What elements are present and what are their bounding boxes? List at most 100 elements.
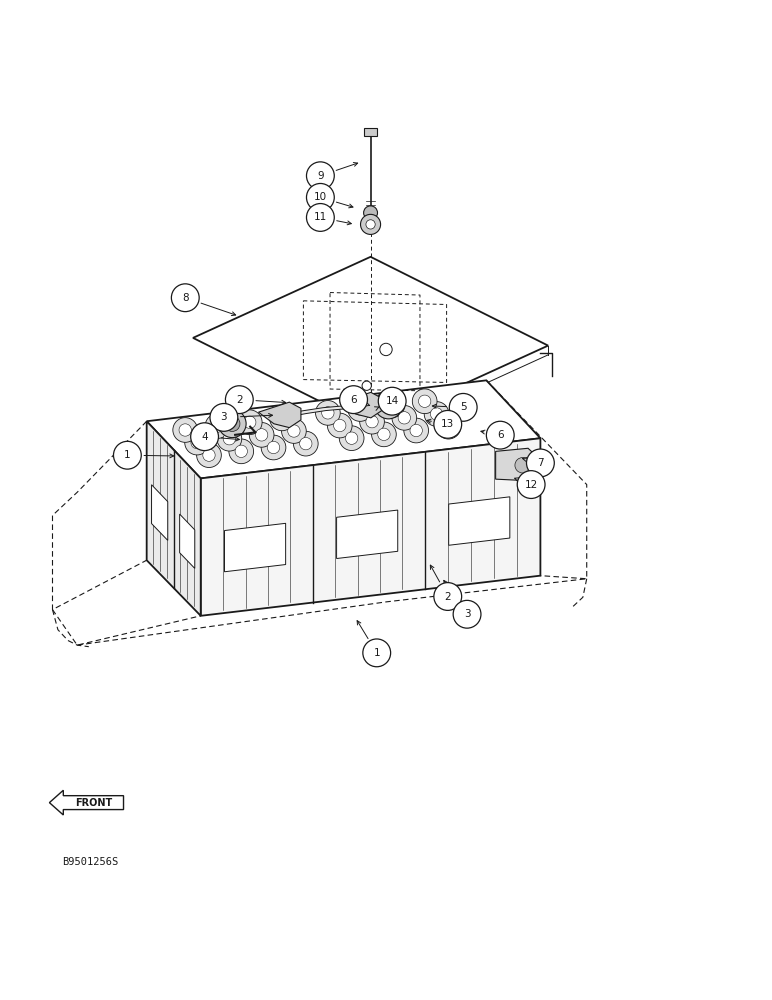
- Circle shape: [306, 162, 334, 190]
- Text: 3: 3: [221, 412, 227, 422]
- Circle shape: [434, 410, 462, 438]
- Circle shape: [322, 407, 334, 419]
- Circle shape: [316, 401, 340, 425]
- Circle shape: [362, 381, 371, 390]
- Circle shape: [225, 416, 240, 431]
- Circle shape: [210, 404, 238, 431]
- Circle shape: [515, 458, 530, 473]
- Text: 10: 10: [313, 192, 327, 202]
- Circle shape: [203, 449, 215, 461]
- Circle shape: [517, 471, 545, 498]
- Circle shape: [293, 431, 318, 456]
- Circle shape: [527, 449, 554, 477]
- Circle shape: [381, 397, 396, 413]
- Polygon shape: [193, 257, 548, 427]
- Circle shape: [173, 418, 198, 442]
- Circle shape: [354, 403, 367, 415]
- Circle shape: [486, 421, 514, 449]
- Circle shape: [235, 445, 247, 457]
- Polygon shape: [259, 402, 301, 428]
- Circle shape: [244, 416, 256, 428]
- Circle shape: [300, 437, 312, 450]
- Circle shape: [191, 423, 218, 451]
- Text: 7: 7: [537, 458, 543, 468]
- Polygon shape: [201, 438, 540, 616]
- Circle shape: [449, 393, 477, 421]
- Circle shape: [205, 414, 230, 438]
- Polygon shape: [449, 497, 510, 545]
- Polygon shape: [180, 514, 195, 568]
- Text: 12: 12: [524, 480, 538, 490]
- Circle shape: [179, 424, 191, 436]
- Text: 13: 13: [441, 419, 455, 429]
- Circle shape: [404, 418, 428, 443]
- Circle shape: [197, 443, 222, 468]
- Circle shape: [191, 436, 203, 449]
- Text: 14: 14: [385, 396, 399, 406]
- Polygon shape: [147, 421, 201, 616]
- Text: 3: 3: [464, 609, 470, 619]
- Polygon shape: [147, 380, 540, 478]
- Circle shape: [453, 600, 481, 628]
- Circle shape: [366, 415, 378, 428]
- Circle shape: [113, 441, 141, 469]
- Text: 9: 9: [317, 171, 323, 181]
- Circle shape: [269, 406, 294, 431]
- Circle shape: [434, 583, 462, 610]
- Circle shape: [237, 410, 262, 435]
- Polygon shape: [49, 790, 124, 815]
- Circle shape: [410, 424, 422, 437]
- Polygon shape: [151, 485, 168, 540]
- Text: 5: 5: [460, 402, 466, 412]
- Polygon shape: [496, 448, 538, 481]
- Circle shape: [185, 430, 209, 455]
- Circle shape: [171, 284, 199, 312]
- Circle shape: [217, 426, 242, 451]
- Text: 8: 8: [182, 293, 188, 303]
- Text: B9501256S: B9501256S: [62, 857, 118, 867]
- Circle shape: [374, 391, 402, 419]
- Circle shape: [256, 429, 268, 441]
- Circle shape: [348, 397, 373, 421]
- Circle shape: [436, 414, 461, 439]
- Circle shape: [398, 412, 411, 424]
- Text: 2: 2: [445, 591, 451, 601]
- Circle shape: [392, 405, 417, 430]
- Circle shape: [334, 419, 346, 432]
- Circle shape: [371, 422, 396, 447]
- Text: 1: 1: [374, 648, 380, 658]
- Circle shape: [442, 420, 455, 433]
- Circle shape: [340, 386, 367, 414]
- Circle shape: [363, 639, 391, 667]
- Circle shape: [366, 220, 375, 229]
- Circle shape: [386, 399, 398, 411]
- Circle shape: [223, 433, 235, 445]
- Circle shape: [288, 425, 300, 437]
- Circle shape: [378, 428, 390, 441]
- Text: 4: 4: [201, 432, 208, 442]
- Circle shape: [306, 183, 334, 211]
- Circle shape: [412, 389, 437, 414]
- Text: 11: 11: [313, 212, 327, 222]
- Text: 6: 6: [350, 395, 357, 405]
- Circle shape: [306, 204, 334, 231]
- Polygon shape: [340, 392, 382, 418]
- Circle shape: [361, 214, 381, 234]
- Circle shape: [380, 393, 405, 417]
- Circle shape: [380, 343, 392, 356]
- Circle shape: [346, 432, 358, 444]
- Circle shape: [225, 386, 253, 414]
- Circle shape: [249, 423, 274, 447]
- Circle shape: [282, 419, 306, 443]
- Circle shape: [276, 412, 288, 425]
- Polygon shape: [225, 523, 286, 572]
- Circle shape: [218, 410, 246, 438]
- Polygon shape: [284, 405, 368, 417]
- Circle shape: [378, 387, 406, 415]
- Text: FRONT: FRONT: [76, 798, 113, 808]
- Circle shape: [212, 420, 224, 432]
- Text: 1: 1: [124, 450, 130, 460]
- Circle shape: [327, 413, 352, 438]
- Circle shape: [360, 409, 384, 434]
- Text: 2: 2: [236, 395, 242, 405]
